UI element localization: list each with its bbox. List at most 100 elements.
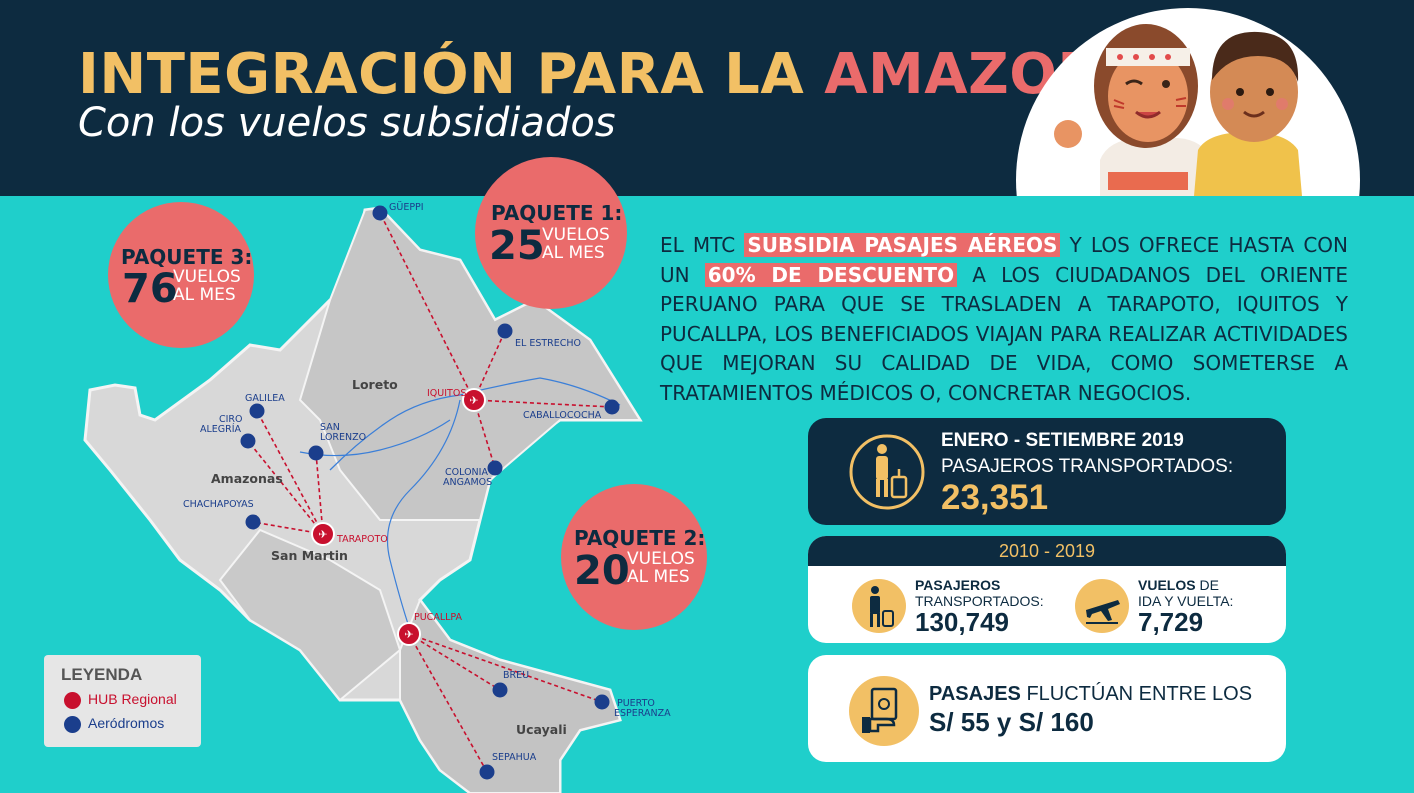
aerodrome-icon xyxy=(604,399,620,415)
package-unit-line1: VUELOS xyxy=(173,267,241,287)
package-3-bubble: PAQUETE 3: 76 VUELOS AL MES xyxy=(108,202,254,348)
legend-item-hub: HUB Regional xyxy=(64,691,177,709)
package-label: PAQUETE 2: xyxy=(574,526,706,550)
package-label: PAQUETE 1: xyxy=(491,201,623,225)
passengers-label: PASAJEROS TRANSPORTADOS: xyxy=(915,577,1044,609)
intro-text: A LOS CIUDADANOS DEL ORIENTE PERUANO PAR… xyxy=(660,262,1348,405)
aerodrome-label: ALEGRÍA xyxy=(200,424,242,435)
aerodrome-label: GÜEPPI xyxy=(389,202,424,213)
aerodrome-icon xyxy=(594,694,610,710)
aerodrome-icon xyxy=(249,403,265,419)
aerodrome-icon xyxy=(479,764,495,780)
aerodrome-label: CIRO xyxy=(219,414,243,425)
ucayali-region xyxy=(399,597,622,793)
aerodrome-label: ANGAMOS xyxy=(443,477,493,488)
passengers-label-bold: PASAJEROS xyxy=(915,577,1001,593)
package-unit-line2: AL MES xyxy=(542,243,605,263)
aerodrome-markers xyxy=(240,205,620,780)
stats-total-card: 2010 - 2019 PASAJEROS TRANSPORTADOS: 130… xyxy=(808,536,1286,643)
passengers-value: 130,749 xyxy=(915,607,1009,637)
region-label: San Martin xyxy=(271,548,348,563)
traveler-icon xyxy=(849,434,925,510)
flights-label-bold: VUELOS xyxy=(1138,577,1196,593)
svg-text:✈: ✈ xyxy=(404,628,413,641)
aerodrome-icon xyxy=(487,460,503,476)
traveler-icon xyxy=(852,579,906,633)
fares-label: PASAJES FLUCTÚAN ENTRE LOS xyxy=(929,683,1252,706)
package-unit: VUELOS AL MES xyxy=(627,550,695,586)
stats-period: ENERO - SETIEMBRE 2019 xyxy=(941,430,1184,451)
flights-label-rest2: IDA Y VUELTA: xyxy=(1138,593,1234,609)
aerodrome-label: CABALLOCOCHA xyxy=(523,410,602,421)
hub-icon xyxy=(462,388,486,412)
hub-label: PUCALLPA xyxy=(414,612,463,623)
hub-icon xyxy=(397,622,421,646)
header-banner: INTEGRACIÓN PARA LA AMAZONÍA Con los vue… xyxy=(0,0,1414,196)
money-hand-icon xyxy=(849,676,919,746)
intro-highlight: SUBSIDIA PASAJES AÉREOS xyxy=(744,233,1061,257)
hub-label: IQUITOS xyxy=(427,388,467,399)
intro-text: Y LOS OFRECE HASTA CON UN xyxy=(660,233,1349,287)
passengers-label-rest: TRANSPORTADOS: xyxy=(915,593,1044,609)
svg-text:✈: ✈ xyxy=(318,528,327,541)
aerodrome-icon xyxy=(492,682,508,698)
package-1-bubble: PAQUETE 1: 25 VUELOS AL MES xyxy=(475,157,627,309)
package-unit-line1: VUELOS xyxy=(542,225,610,245)
package-unit-line2: AL MES xyxy=(173,285,236,305)
intro-text: EL MTC xyxy=(660,233,745,257)
fares-card: PASAJES FLUCTÚAN ENTRE LOS S/ 55 y S/ 16… xyxy=(808,655,1286,762)
aerodrome-label: LORENZO xyxy=(320,432,367,443)
intro-highlight: 60% DE DESCUENTO xyxy=(704,262,958,287)
region-label: Ucayali xyxy=(516,722,567,737)
hub-icon xyxy=(64,691,81,709)
region-label: Amazonas xyxy=(211,471,283,486)
peru-amazon-map: ✈ ✈ ✈ xyxy=(83,205,643,793)
aerodrome-label: EL ESTRECHO xyxy=(515,338,582,349)
route-lines xyxy=(247,212,613,773)
aerodrome-label: COLONIA xyxy=(445,467,488,478)
package-number: 20 xyxy=(574,548,630,594)
package-unit: VUELOS AL MES xyxy=(173,268,241,304)
package-unit-line1: VUELOS xyxy=(627,549,695,569)
aerodrome-icon xyxy=(245,514,261,530)
aerodrome-label: ESPERANZA xyxy=(614,708,671,719)
aerodrome-label: PUERTO xyxy=(617,698,655,709)
intro-paragraph: EL MTC SUBSIDIA PASAJES AÉREOS Y LOS OFR… xyxy=(660,231,1348,408)
package-unit-line2: AL MES xyxy=(627,567,690,587)
map-legend: LEYENDA HUB Regional Aeródromos xyxy=(44,655,201,747)
stats-total-period: 2010 - 2019 xyxy=(808,536,1286,566)
package-unit: VUELOS AL MES xyxy=(542,226,610,262)
children-illustration xyxy=(1008,0,1368,196)
legend-hub-label: HUB Regional xyxy=(88,691,177,707)
flights-label-rest1: DE xyxy=(1199,577,1219,593)
fares-range: S/ 55 y S/ 160 xyxy=(929,707,1094,737)
aerodrome-icon xyxy=(240,433,256,449)
page-subtitle: Con los vuelos subsidiados xyxy=(78,100,616,146)
package-2-bubble: PAQUETE 2: 20 VUELOS AL MES xyxy=(561,484,707,630)
package-number: 25 xyxy=(489,223,545,269)
hub-markers xyxy=(311,388,486,646)
hub-icon xyxy=(311,522,335,546)
aerodrome-icon xyxy=(64,715,81,733)
stats-label: PASAJEROS TRANSPORTADOS: xyxy=(941,456,1234,477)
stats-2019-card: ENERO - SETIEMBRE 2019 PASAJEROS TRANSPO… xyxy=(808,418,1286,525)
flights-value: 7,729 xyxy=(1138,607,1204,637)
hub-label: TARAPOTO xyxy=(337,534,388,545)
legend-aerodrome-label: Aeródromos xyxy=(88,715,165,731)
aerodrome-icon xyxy=(372,205,388,221)
flights-label: VUELOS DE IDA Y VUELTA: xyxy=(1138,577,1233,609)
aerodrome-icon xyxy=(308,445,324,461)
package-number: 76 xyxy=(122,266,178,312)
fares-label-bold: PASAJES xyxy=(929,683,1021,705)
aerodrome-label: CHACHAPOYAS xyxy=(183,499,254,510)
title-part1: INTEGRACIÓN PARA LA xyxy=(78,42,805,107)
aerodrome-label: BREU xyxy=(503,670,530,681)
package-label: PAQUETE 3: xyxy=(121,245,253,269)
legend-title: LEYENDA xyxy=(61,665,143,684)
aerodrome-icon xyxy=(497,323,513,339)
region-label: Loreto xyxy=(352,377,398,392)
page-title: INTEGRACIÓN PARA LA AMAZONÍA xyxy=(78,42,1170,107)
loreto-region xyxy=(298,206,642,521)
aerodrome-label: SAN xyxy=(320,422,340,433)
stats-value: 23,351 xyxy=(941,478,1049,517)
